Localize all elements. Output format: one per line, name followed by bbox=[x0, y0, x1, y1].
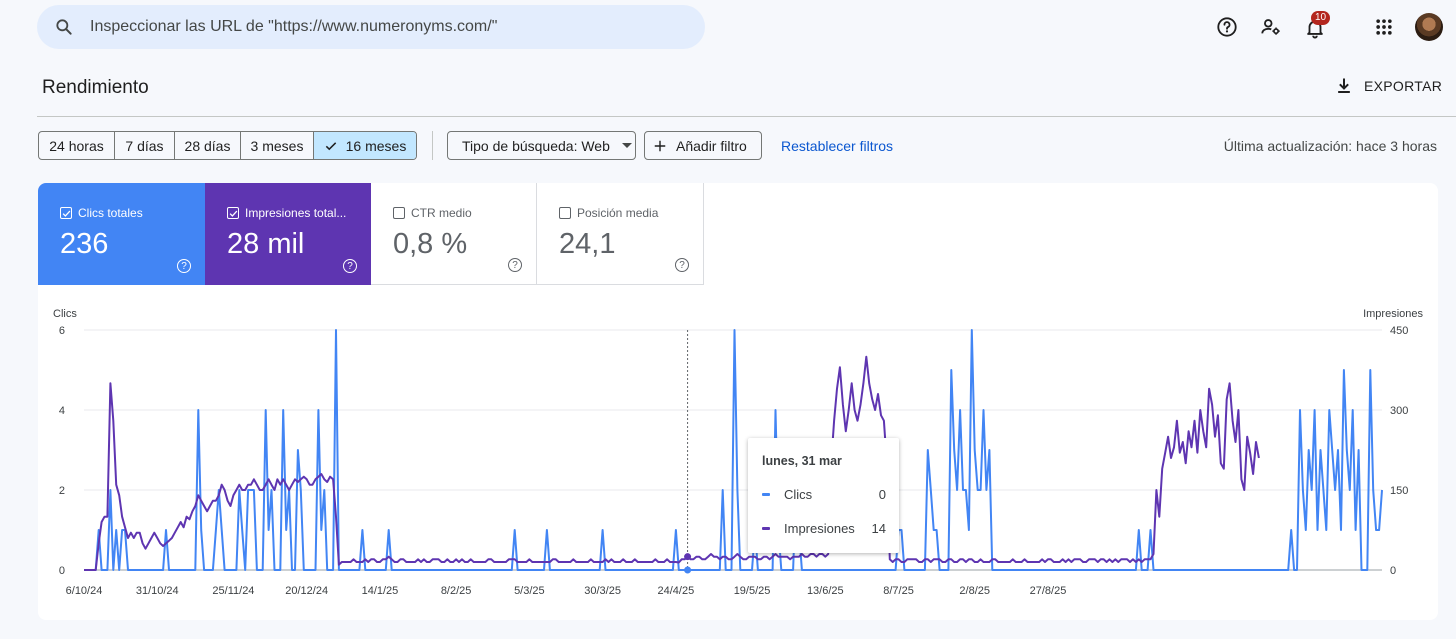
help-icon[interactable]: ? bbox=[177, 259, 191, 273]
tooltip-row-clicks: Clics 0 bbox=[762, 487, 886, 502]
range-16m-button[interactable]: 16 meses bbox=[314, 132, 416, 159]
x-tick-label: 30/3/25 bbox=[584, 585, 621, 597]
help-icon[interactable] bbox=[1215, 15, 1239, 39]
series-swatch bbox=[762, 527, 770, 530]
metric-total-clicks[interactable]: Clics totales 236 ? bbox=[38, 183, 205, 285]
left-tick-label: 2 bbox=[59, 485, 65, 497]
range-7d-button[interactable]: 7 días bbox=[115, 132, 175, 159]
metric-label: Clics totales bbox=[78, 206, 143, 220]
add-filter-button[interactable]: Añadir filtro bbox=[644, 131, 762, 160]
checkbox-icon[interactable] bbox=[227, 207, 239, 219]
metric-total-impressions[interactable]: Impresiones total... 28 mil ? bbox=[205, 183, 371, 285]
date-range-selector: 24 horas 7 días 28 días 3 meses 16 meses bbox=[38, 131, 417, 160]
metric-average-position[interactable]: Posición media 24,1 ? bbox=[537, 183, 704, 285]
left-axis-title: Clics bbox=[53, 308, 77, 320]
tooltip-label: Clics bbox=[784, 487, 813, 502]
filter-separator bbox=[432, 131, 433, 160]
tooltip-row-impressions: Impresiones 14 bbox=[762, 521, 886, 536]
notification-count-badge: 10 bbox=[1311, 11, 1331, 25]
tooltip-label: Impresiones bbox=[784, 521, 855, 536]
check-icon bbox=[325, 141, 336, 150]
help-icon[interactable]: ? bbox=[343, 259, 357, 273]
divider bbox=[37, 116, 1456, 117]
x-tick-label: 13/6/25 bbox=[807, 585, 844, 597]
left-tick-label: 6 bbox=[59, 325, 65, 337]
metric-value: 28 mil bbox=[227, 228, 305, 260]
hover-point-clicks bbox=[684, 566, 692, 574]
reset-filters-link[interactable]: Restablecer filtros bbox=[781, 138, 894, 154]
x-tick-label: 31/10/24 bbox=[136, 585, 179, 597]
help-icon[interactable]: ? bbox=[675, 258, 689, 272]
series-line-clics bbox=[84, 329, 1383, 571]
x-tick-label: 14/1/25 bbox=[362, 585, 399, 597]
right-tick-label: 0 bbox=[1390, 565, 1396, 577]
x-tick-label: 5/3/25 bbox=[514, 585, 545, 597]
x-tick-label: 19/5/25 bbox=[734, 585, 771, 597]
metric-label: CTR medio bbox=[411, 206, 472, 220]
x-tick-label: 2/8/25 bbox=[959, 585, 990, 597]
range-3m-button[interactable]: 3 meses bbox=[241, 132, 314, 159]
series-line-impresiones bbox=[84, 355, 1260, 571]
checkbox-icon[interactable] bbox=[559, 207, 571, 219]
apps-icon[interactable] bbox=[1372, 15, 1396, 39]
series-swatch bbox=[762, 493, 770, 496]
right-axis-title: Impresiones bbox=[1363, 308, 1423, 320]
right-tick-label: 150 bbox=[1390, 485, 1408, 497]
performance-chart[interactable]: Clics Impresiones 0 2 4 6 0 150 300 450 6/10/24 31/… bbox=[38, 285, 1438, 605]
range-24h-button[interactable]: 24 horas bbox=[39, 132, 115, 159]
right-tick-label: 300 bbox=[1390, 405, 1408, 417]
search-icon bbox=[53, 16, 75, 38]
x-tick-label: 24/4/25 bbox=[658, 585, 695, 597]
dropdown-arrow-icon bbox=[621, 142, 632, 148]
help-icon[interactable]: ? bbox=[508, 258, 522, 272]
add-filter-label: Añadir filtro bbox=[676, 137, 747, 154]
page-title: Rendimiento bbox=[42, 77, 149, 98]
range-16m-label: 16 meses bbox=[345, 137, 407, 154]
metric-label: Posición media bbox=[577, 206, 659, 220]
metric-average-ctr[interactable]: CTR medio 0,8 % ? bbox=[371, 183, 537, 285]
left-tick-label: 0 bbox=[59, 565, 65, 577]
chart-tooltip: lunes, 31 mar Clics 0 Impresiones 14 bbox=[748, 438, 899, 553]
x-tick-label: 25/11/24 bbox=[212, 585, 254, 597]
metric-value: 236 bbox=[60, 228, 109, 260]
checkbox-icon[interactable] bbox=[393, 207, 405, 219]
search-type-dropdown[interactable]: Tipo de búsqueda: Web bbox=[447, 131, 636, 160]
right-tick-label: 450 bbox=[1390, 325, 1408, 337]
last-update-text: Última actualización: hace 3 horas bbox=[1223, 138, 1437, 154]
search-input[interactable]: Inspeccionar las URL de "https://www.num… bbox=[90, 18, 498, 35]
search-type-label: Tipo de búsqueda: Web bbox=[462, 137, 610, 154]
left-tick-label: 4 bbox=[59, 405, 65, 417]
export-button[interactable]: EXPORTAR bbox=[1334, 76, 1442, 96]
hover-point-impressions bbox=[684, 553, 692, 561]
download-icon bbox=[1338, 78, 1350, 93]
x-tick-label: 6/10/24 bbox=[66, 585, 103, 597]
url-inspection-search[interactable]: Inspeccionar las URL de "https://www.num… bbox=[37, 5, 705, 49]
checkbox-icon[interactable] bbox=[60, 207, 72, 219]
metric-value: 24,1 bbox=[559, 228, 616, 260]
manage-users-icon[interactable] bbox=[1259, 15, 1283, 39]
tooltip-value: 14 bbox=[871, 521, 886, 536]
x-tick-label: 20/12/24 bbox=[285, 585, 328, 597]
x-tick-label: 27/8/25 bbox=[1030, 585, 1067, 597]
export-label: EXPORTAR bbox=[1364, 78, 1443, 94]
metric-label: Impresiones total... bbox=[245, 206, 347, 220]
tooltip-value: 0 bbox=[878, 487, 886, 502]
avatar[interactable] bbox=[1415, 13, 1443, 41]
plus-icon bbox=[654, 140, 666, 151]
x-tick-label: 8/2/25 bbox=[441, 585, 472, 597]
range-28d-button[interactable]: 28 días bbox=[175, 132, 241, 159]
x-tick-label: 8/7/25 bbox=[883, 585, 914, 597]
metric-value: 0,8 % bbox=[393, 228, 468, 260]
tooltip-date: lunes, 31 mar bbox=[762, 454, 842, 468]
